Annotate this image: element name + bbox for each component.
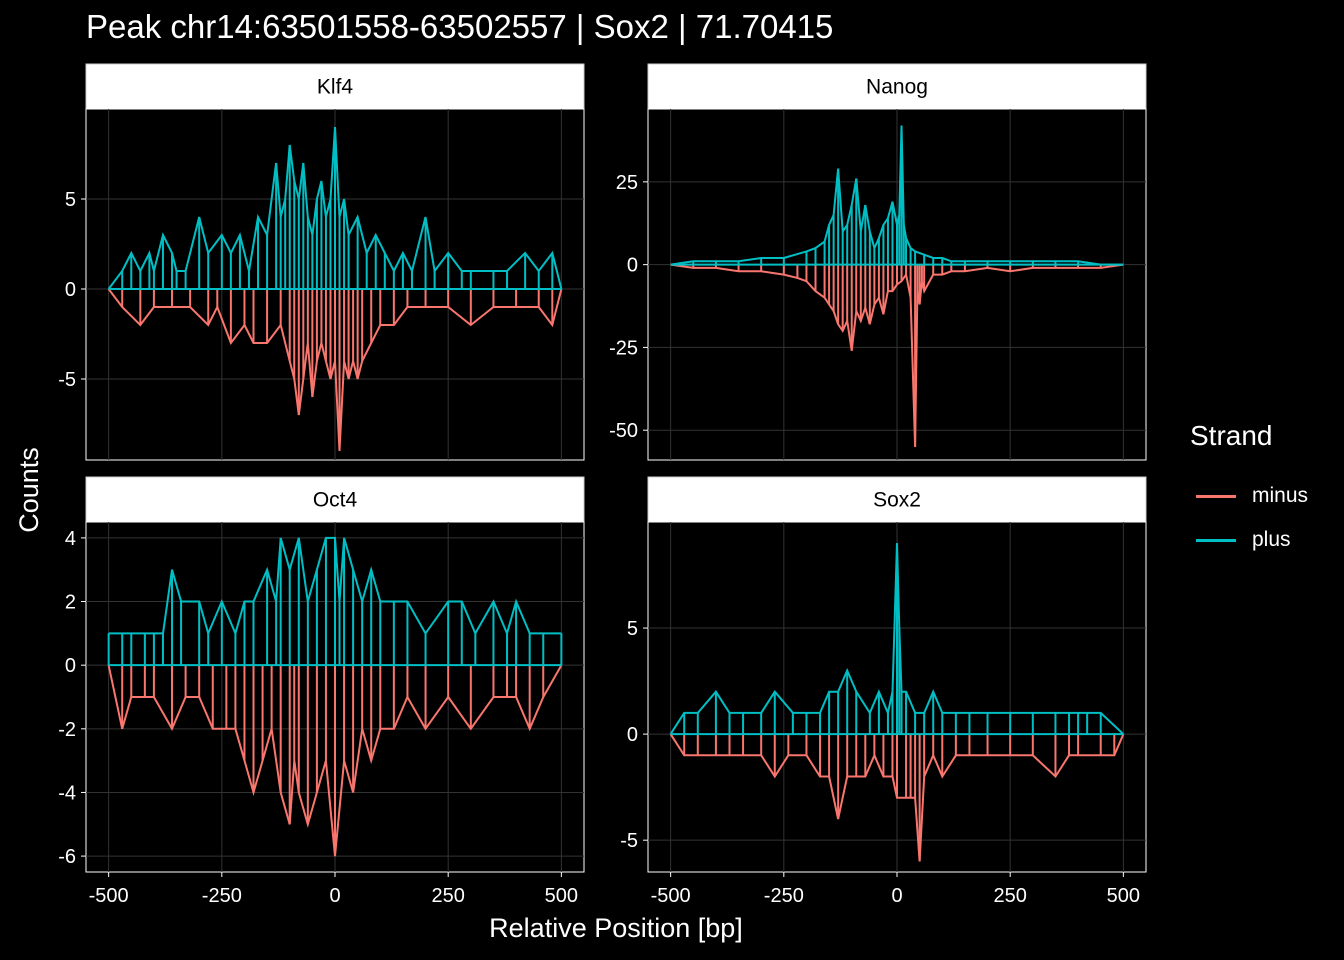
panel-strip-label: Klf4 xyxy=(317,76,354,99)
y-tick-label: -50 xyxy=(609,420,638,442)
legend-key-plus xyxy=(1196,538,1236,542)
panel-strip-label: Nanog xyxy=(866,76,928,99)
y-tick-label: 5 xyxy=(627,618,638,640)
y-tick-label: 0 xyxy=(627,724,638,746)
y-tick-label: -5 xyxy=(620,830,638,852)
legend-label-minus: minus xyxy=(1252,484,1309,507)
panel-strip xyxy=(85,63,585,110)
chart-title: Peak chr14:63501558-63502557 | Sox2 | 71… xyxy=(86,8,834,45)
y-tick-label: 25 xyxy=(616,172,638,194)
x-axis-title: Relative Position [bp] xyxy=(489,913,743,943)
panel-strip-label: Sox2 xyxy=(873,489,921,512)
y-tick-label: -25 xyxy=(609,337,638,359)
y-tick-label: 0 xyxy=(627,255,638,277)
legend-label-plus: plus xyxy=(1252,528,1291,551)
series-line-minus-sox2 xyxy=(669,733,1125,862)
panel-strip xyxy=(647,476,1147,523)
y-tick-label: 4 xyxy=(65,528,76,550)
panel-oct4: Oct4 -6 -4 -2 0 2 4 -500 -250 0 250 500 xyxy=(58,476,585,907)
x-tick-label: 250 xyxy=(431,885,464,907)
y-tick-label: 2 xyxy=(65,592,76,614)
series-line-plus-oct4 xyxy=(108,536,562,637)
x-tick-label: -250 xyxy=(764,885,804,907)
legend-item-plus: plus xyxy=(1190,518,1308,562)
x-tick-label: -250 xyxy=(202,885,242,907)
x-tick-label: -500 xyxy=(89,885,129,907)
y-tick-label: -6 xyxy=(58,846,76,868)
y-tick-label: -2 xyxy=(58,719,76,741)
x-tick-label: -500 xyxy=(651,885,691,907)
y-tick-label: -5 xyxy=(58,369,76,391)
x-tick-label: 250 xyxy=(993,885,1026,907)
series-line-minus-oct4 xyxy=(107,664,563,857)
panel-klf4: Klf4 -5 0 5 xyxy=(58,63,585,461)
series-line-minus-klf4 xyxy=(107,288,563,452)
y-tick-label: 0 xyxy=(65,655,76,677)
series-line-plus-sox2 xyxy=(669,543,1125,735)
y-tick-label: 5 xyxy=(65,189,76,211)
x-tick-label: 500 xyxy=(545,885,578,907)
panel-sox2: Sox2 -5 0 5 -500 -250 0 250 500 xyxy=(620,476,1147,907)
panel-strip xyxy=(647,63,1147,110)
legend-key-minus xyxy=(1196,494,1236,498)
legend: Strand minus plus xyxy=(1190,420,1308,562)
x-tick-label: 500 xyxy=(1107,885,1140,907)
y-tick-label: 0 xyxy=(65,279,76,301)
y-axis-title: Counts xyxy=(14,447,44,533)
panels: Klf4-505Nanog-50-25025Oct4-6-4-2024-500-… xyxy=(58,63,1147,907)
panel-strip-label: Oct4 xyxy=(313,489,358,512)
legend-item-minus: minus xyxy=(1190,474,1308,518)
x-tick-label: 0 xyxy=(329,885,340,907)
panel-nanog: Nanog -50 -25 0 25 xyxy=(609,63,1147,461)
y-tick-label: -4 xyxy=(58,782,76,804)
legend-title: Strand xyxy=(1190,420,1273,451)
x-tick-label: 0 xyxy=(891,885,902,907)
